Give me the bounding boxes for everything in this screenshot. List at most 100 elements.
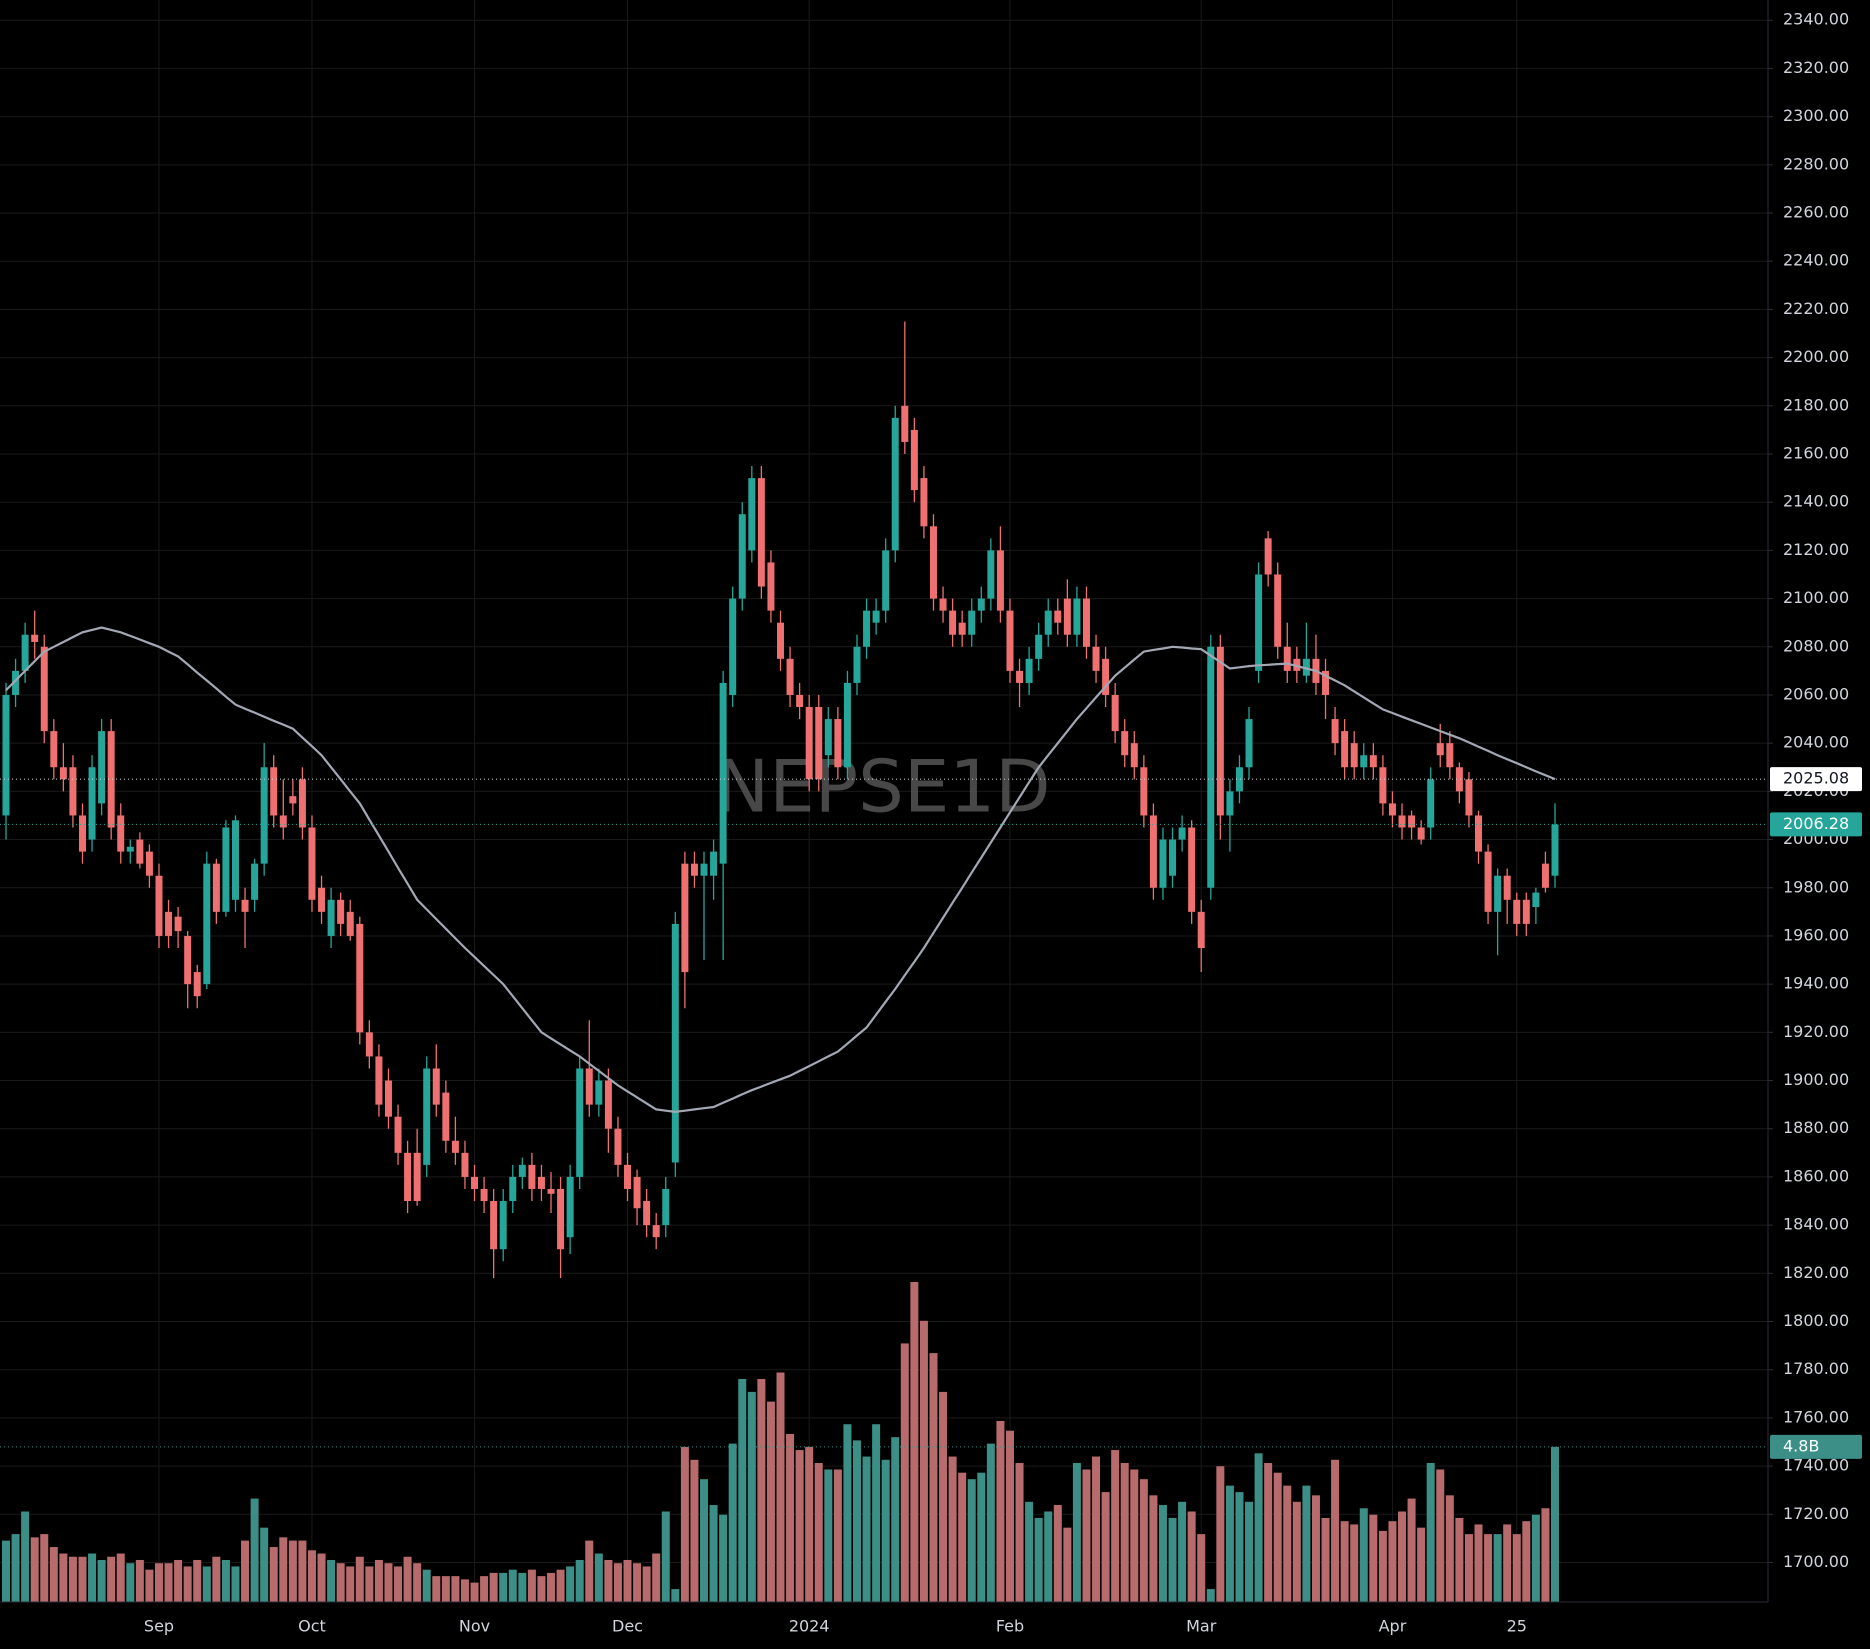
candle-body bbox=[557, 1188, 565, 1250]
candle-body bbox=[279, 815, 287, 828]
candle-body bbox=[1044, 610, 1052, 635]
volume-bar bbox=[1292, 1501, 1301, 1602]
volume-bar bbox=[164, 1563, 173, 1602]
volume-bar bbox=[967, 1479, 976, 1602]
candle-body bbox=[346, 911, 354, 936]
volume-bar bbox=[422, 1569, 431, 1602]
volume-bar bbox=[403, 1556, 412, 1602]
candle-body bbox=[270, 767, 278, 816]
volume-bar bbox=[1034, 1517, 1043, 1602]
candle-body bbox=[1302, 658, 1310, 676]
candle-body bbox=[1513, 899, 1521, 924]
x-tick-label: Nov bbox=[459, 1617, 490, 1636]
volume-bar bbox=[1493, 1534, 1502, 1602]
candle-body bbox=[490, 1201, 498, 1250]
volume-bar bbox=[460, 1579, 469, 1602]
volume-bar bbox=[1350, 1524, 1359, 1602]
volume-bar bbox=[671, 1589, 680, 1602]
volume-bar bbox=[508, 1569, 517, 1602]
candle-body bbox=[260, 767, 268, 864]
volume-bar bbox=[288, 1540, 297, 1602]
volume-bar bbox=[1111, 1450, 1120, 1602]
candle-body bbox=[1293, 658, 1301, 671]
volume-bar bbox=[1072, 1463, 1081, 1602]
volume-bar bbox=[527, 1569, 536, 1602]
volume-bar bbox=[489, 1572, 498, 1602]
y-tick-label: 1920.00 bbox=[1783, 1022, 1849, 1041]
candle-body bbox=[231, 820, 239, 900]
candle-body bbox=[1503, 875, 1511, 900]
volume-bar bbox=[872, 1424, 881, 1602]
candle-body bbox=[1264, 538, 1272, 575]
candle-body bbox=[222, 827, 230, 912]
y-tick-label: 2200.00 bbox=[1783, 347, 1849, 366]
candle-body bbox=[1369, 755, 1377, 768]
candle-body bbox=[184, 935, 192, 985]
candle-body bbox=[777, 622, 784, 659]
volume-bar bbox=[193, 1559, 202, 1602]
volume-bar bbox=[575, 1559, 584, 1602]
volume-bar bbox=[1235, 1492, 1244, 1602]
candle-body bbox=[365, 1032, 373, 1057]
volume-bar bbox=[1398, 1511, 1407, 1602]
y-tick-label: 1820.00 bbox=[1783, 1263, 1849, 1282]
y-tick-label: 2340.00 bbox=[1783, 10, 1849, 29]
candle-body bbox=[88, 767, 96, 840]
candle-body bbox=[117, 815, 125, 852]
y-tick-label: 1780.00 bbox=[1783, 1359, 1849, 1378]
x-tick-label: Apr bbox=[1379, 1617, 1407, 1636]
volume-bar bbox=[1139, 1479, 1148, 1602]
volume-bar bbox=[680, 1446, 689, 1602]
candle-body bbox=[78, 815, 86, 852]
candle-body bbox=[1130, 743, 1138, 768]
x-tick-label: Oct bbox=[298, 1617, 326, 1636]
volume-bar bbox=[307, 1550, 316, 1602]
candle-body bbox=[1082, 598, 1090, 647]
candle-body bbox=[872, 610, 880, 623]
candle-body bbox=[1360, 755, 1368, 768]
candle-body bbox=[308, 827, 316, 900]
candle-body bbox=[1140, 767, 1148, 816]
volume-bar bbox=[747, 1391, 756, 1602]
volume-bar bbox=[633, 1563, 642, 1602]
volume-bar bbox=[900, 1343, 909, 1602]
price-label-bg bbox=[1770, 812, 1862, 837]
candle-body bbox=[1331, 719, 1339, 744]
volume-bar bbox=[1378, 1530, 1387, 1602]
volume-bar bbox=[1206, 1589, 1215, 1602]
candle-body bbox=[1073, 598, 1081, 635]
candle-body bbox=[977, 598, 985, 611]
candle-body bbox=[107, 731, 115, 828]
y-tick-label: 2080.00 bbox=[1783, 636, 1849, 655]
candle-body bbox=[815, 707, 823, 780]
candle-body bbox=[1379, 767, 1387, 804]
volume-bar bbox=[1464, 1534, 1473, 1602]
candle-body bbox=[165, 911, 173, 936]
volume-bar bbox=[394, 1566, 403, 1602]
volume-pane bbox=[2, 1282, 1559, 1602]
candle-body bbox=[1197, 911, 1205, 948]
volume-bar bbox=[766, 1401, 775, 1602]
candle-body bbox=[461, 1152, 469, 1177]
candle-body bbox=[576, 1068, 584, 1177]
volume-bar bbox=[116, 1553, 125, 1602]
candle-body bbox=[987, 550, 995, 599]
x-tick-label: Sep bbox=[144, 1617, 174, 1636]
candle-body bbox=[805, 707, 813, 780]
volume-bar bbox=[1130, 1469, 1139, 1602]
y-tick-label: 2120.00 bbox=[1783, 540, 1849, 559]
y-tick-label: 2140.00 bbox=[1783, 492, 1849, 511]
volume-bar bbox=[260, 1527, 269, 1602]
volume-bar bbox=[97, 1559, 106, 1602]
volume-bar bbox=[843, 1424, 852, 1602]
candle-body bbox=[719, 682, 727, 864]
volume-bar bbox=[145, 1569, 154, 1602]
price-label-bg bbox=[1770, 1434, 1862, 1459]
volume-bar bbox=[11, 1534, 20, 1602]
y-tick-label: 1900.00 bbox=[1783, 1070, 1849, 1089]
volume-bar bbox=[613, 1563, 622, 1602]
volume-bar bbox=[1254, 1453, 1263, 1602]
candle-body bbox=[375, 1056, 383, 1105]
candle-body bbox=[145, 851, 153, 876]
candle-body bbox=[882, 550, 890, 611]
